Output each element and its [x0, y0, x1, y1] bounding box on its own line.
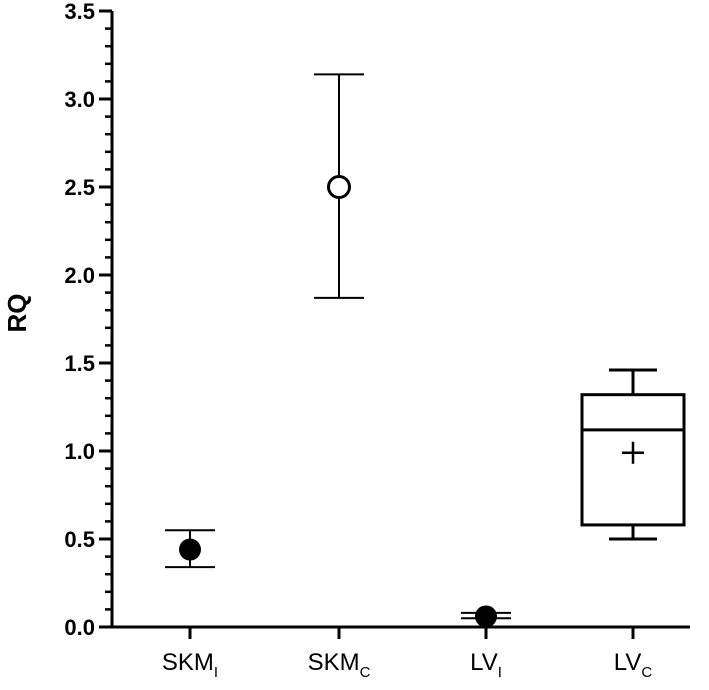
x-category-label: LVI: [470, 649, 502, 681]
mean-point: [179, 538, 201, 561]
x-category-label: LVC: [614, 649, 653, 681]
y-tick-label: 2.5: [64, 175, 95, 200]
y-tick-labels: 0.0 0.5 1.0 1.5 2.0 2.5 3.0 3.5: [64, 0, 95, 640]
mean-point: [327, 175, 351, 199]
y-tick-label: 3.5: [64, 0, 95, 24]
y-axis-title: RQ: [2, 294, 32, 333]
y-tick-label: 1.0: [64, 439, 95, 464]
x-category-labels: SKMI SKMC LVI LVC: [162, 627, 652, 681]
y-tick-label: 1.5: [64, 351, 95, 376]
y-tick-label: 0.0: [64, 615, 95, 640]
x-category-label: SKMI: [162, 649, 218, 681]
x-category-label: SKMC: [308, 649, 371, 681]
y-major-ticks: [99, 9, 112, 629]
mean-point: [475, 605, 497, 628]
data-groups: [165, 73, 686, 628]
y-tick-label: 3.0: [64, 87, 95, 112]
y-tick-label: 0.5: [64, 527, 95, 552]
y-tick-label: 2.0: [64, 263, 95, 288]
